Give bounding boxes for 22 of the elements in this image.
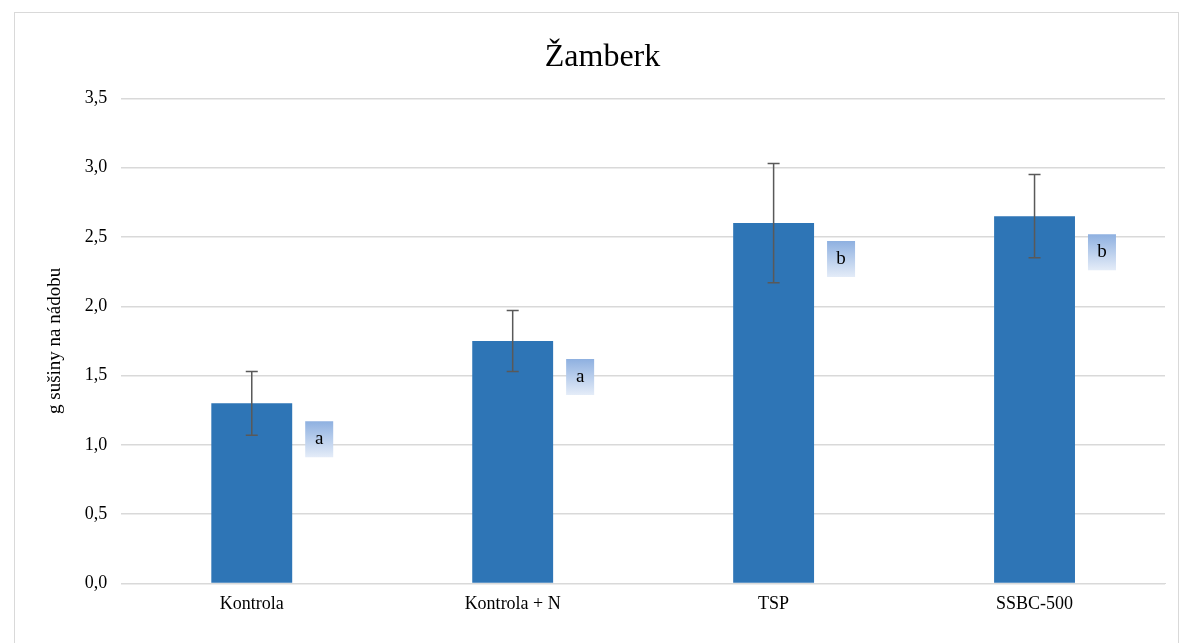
y-tick-label: 0,0: [84, 572, 108, 593]
chart-title: Žamberk: [544, 36, 661, 73]
x-tick-label: TSP: [758, 592, 790, 613]
y-tick-label: 1,5: [84, 364, 108, 385]
bar: [211, 403, 293, 583]
x-tick-label: SSBC-500: [996, 592, 1074, 613]
y-tick-label: 1,0: [84, 433, 108, 454]
y-tick-label: 2,0: [84, 294, 108, 315]
annotation: b: [1097, 240, 1107, 262]
x-tick-label: Kontrola: [219, 592, 284, 613]
bar: [733, 223, 815, 583]
y-tick-label: 0,5: [84, 502, 108, 523]
annotation: a: [314, 427, 324, 449]
y-tick-label: 2,5: [84, 225, 108, 246]
x-tick-label: Kontrola + N: [464, 592, 561, 613]
annotation: b: [836, 247, 846, 269]
annotation: a: [575, 364, 585, 386]
y-axis-title: g sušiny na nádobu: [43, 267, 65, 414]
bar: [994, 216, 1075, 583]
y-tick-label: 3,5: [84, 87, 108, 108]
bar: [472, 340, 554, 583]
y-tick-label: 3,0: [84, 156, 108, 177]
